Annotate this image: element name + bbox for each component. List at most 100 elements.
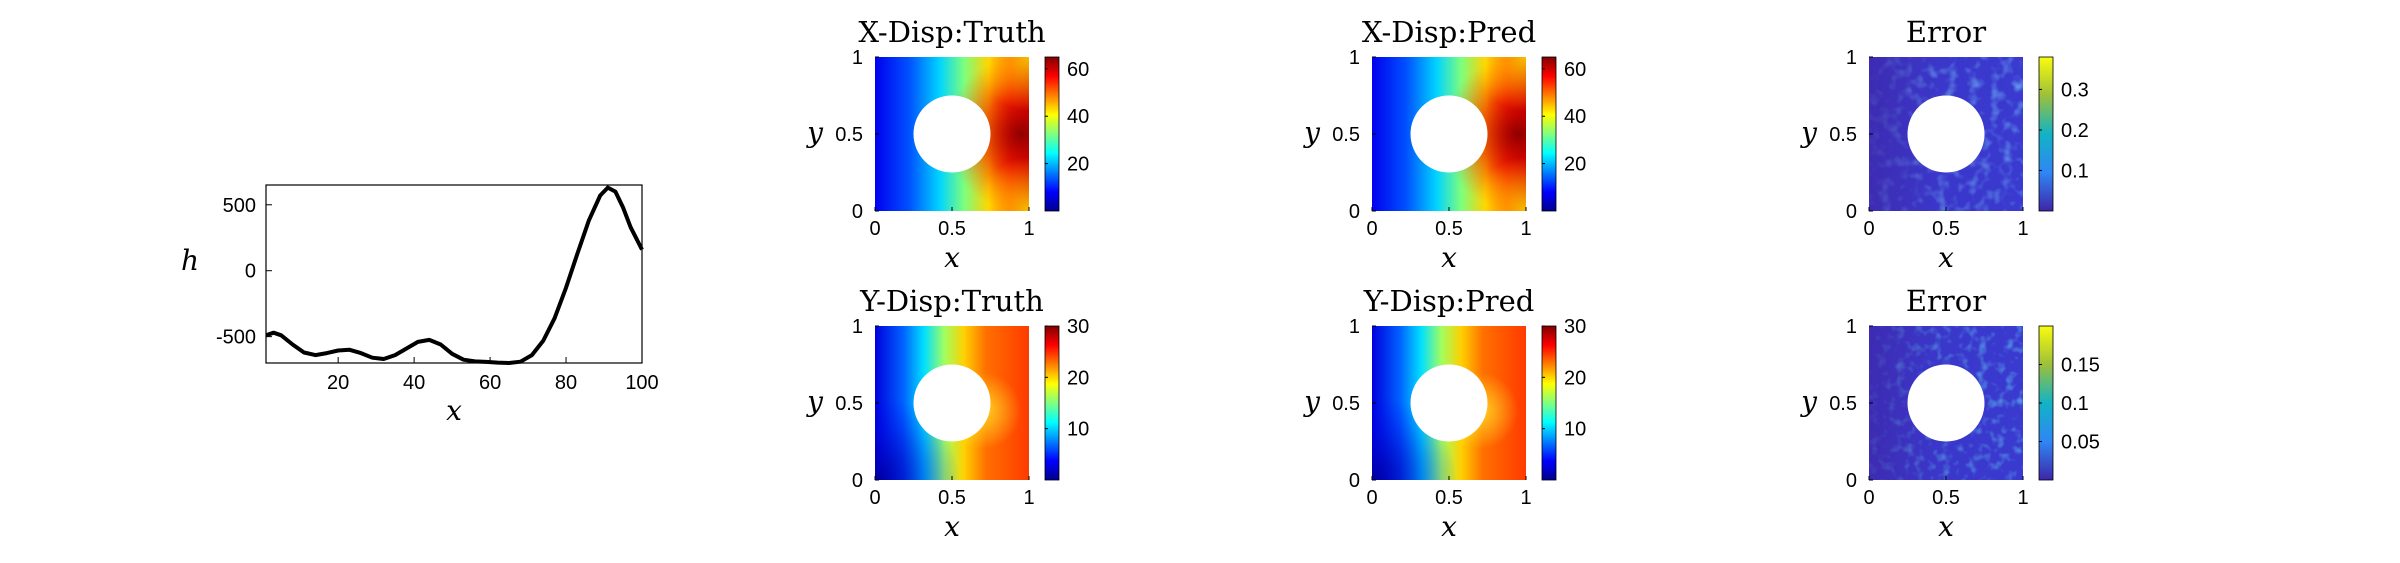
y-axis-label: y bbox=[1799, 385, 1818, 418]
x-tick-label: 0.5 bbox=[1932, 487, 1960, 509]
y-tick-label: -500 bbox=[216, 327, 256, 349]
x-tick-label: 1 bbox=[1023, 218, 1034, 240]
hole bbox=[913, 364, 991, 442]
colorbar-tick-label: 40 bbox=[1067, 106, 1089, 128]
y-tick-label: 0 bbox=[245, 261, 256, 283]
colorbar-tick-label: 20 bbox=[1564, 154, 1586, 176]
x-axis-label: x bbox=[1938, 241, 1954, 274]
hole bbox=[1907, 364, 1985, 442]
x-axis-label: x bbox=[1441, 241, 1457, 274]
hole bbox=[1410, 95, 1488, 173]
y-tick-label: 1 bbox=[1846, 47, 1857, 69]
hole bbox=[1907, 95, 1985, 173]
y-axis-label: y bbox=[1302, 385, 1321, 418]
y-tick-label: 0.5 bbox=[1332, 124, 1360, 146]
x-tick-label: 100 bbox=[625, 372, 658, 394]
heatmap-x-error: Error 0 0.5 1 0 0.5 1 x y 0.1 0.2 0.3 bbox=[1799, 15, 2089, 274]
panel-title: X-Disp:Pred bbox=[1362, 15, 1536, 49]
x-tick-label: 1 bbox=[1023, 487, 1034, 509]
colorbar-tick-label: 10 bbox=[1564, 419, 1586, 441]
y-tick-label: 1 bbox=[1349, 316, 1360, 338]
x-tick-label: 0.5 bbox=[1435, 218, 1463, 240]
y-tick-label: 0 bbox=[852, 470, 863, 492]
y-tick-label: 0 bbox=[1349, 201, 1360, 223]
panel-title: Error bbox=[1906, 284, 1986, 318]
y-tick-label: 1 bbox=[852, 47, 863, 69]
colorbar-tick-label: 20 bbox=[1564, 367, 1586, 389]
colorbar bbox=[1541, 325, 1557, 481]
y-axis-label: y bbox=[1302, 116, 1321, 149]
panel-title: Error bbox=[1906, 15, 1986, 49]
x-tick-label: 0.5 bbox=[1435, 487, 1463, 509]
hole bbox=[913, 95, 991, 173]
colorbar-tick-label: 20 bbox=[1067, 367, 1089, 389]
x-tick-label: 1 bbox=[1520, 218, 1531, 240]
heatmap-y-error: Error 0 0.5 1 0 0.5 1 x y 0.05 0.1 0.15 bbox=[1799, 284, 2100, 543]
y-tick-label: 0.5 bbox=[835, 124, 863, 146]
x-tick-label: 0 bbox=[1863, 487, 1874, 509]
y-axis-label: y bbox=[1799, 116, 1818, 149]
colorbar-tick-label: 0.1 bbox=[2061, 160, 2089, 182]
y-tick-label: 0.5 bbox=[1829, 393, 1857, 415]
panel-title: Y-Disp:Pred bbox=[1363, 284, 1535, 318]
colorbar-tick-label: 0.1 bbox=[2061, 393, 2089, 415]
x-tick-label: 0 bbox=[869, 487, 880, 509]
h-profile-chart: 20 40 60 80 100 500 0 -500 x h bbox=[181, 184, 659, 427]
colorbar-tick-label: 60 bbox=[1067, 59, 1089, 81]
x-tick-label: 0.5 bbox=[938, 487, 966, 509]
heatmap-x-disp-truth: X-Disp:Truth 0 0.5 1 0 0.5 1 x y 20 40 60 bbox=[805, 15, 1089, 274]
y-tick-label: 500 bbox=[223, 195, 256, 217]
x-tick-label: 80 bbox=[555, 372, 577, 394]
colorbar-tick-label: 0.3 bbox=[2061, 79, 2089, 101]
x-axis-label: x bbox=[1938, 510, 1954, 543]
x-tick-label: 0.5 bbox=[938, 218, 966, 240]
colorbar bbox=[1044, 56, 1060, 212]
x-tick-label: 0.5 bbox=[1932, 218, 1960, 240]
y-tick-label: 1 bbox=[852, 316, 863, 338]
y-axis-label: y bbox=[805, 116, 824, 149]
colorbar-tick-label: 0.15 bbox=[2061, 355, 2100, 377]
x-tick-label: 0 bbox=[1863, 218, 1874, 240]
h-series-line bbox=[265, 185, 644, 365]
colorbar-tick-label: 20 bbox=[1067, 154, 1089, 176]
line-chart-xlabel: x bbox=[446, 394, 462, 427]
heatmap-x-disp-pred: X-Disp:Pred 0 0.5 1 0 0.5 1 x y 20 40 60 bbox=[1302, 15, 1586, 274]
colorbar bbox=[1541, 56, 1557, 212]
colorbar bbox=[2038, 56, 2054, 212]
y-tick-label: 1 bbox=[1846, 316, 1857, 338]
x-tick-label: 1 bbox=[2017, 218, 2028, 240]
y-tick-label: 0 bbox=[852, 201, 863, 223]
y-tick-label: 0 bbox=[1846, 470, 1857, 492]
x-tick-label: 0 bbox=[1366, 218, 1377, 240]
colorbar bbox=[1044, 325, 1060, 481]
x-tick-label: 0 bbox=[869, 218, 880, 240]
line-chart-ylabel: h bbox=[181, 244, 199, 277]
y-tick-label: 0 bbox=[1846, 201, 1857, 223]
line-plot-frame bbox=[265, 184, 643, 364]
y-tick-label: 0.5 bbox=[1332, 393, 1360, 415]
x-tick-label: 20 bbox=[327, 372, 349, 394]
colorbar-tick-label: 40 bbox=[1564, 106, 1586, 128]
y-tick-label: 1 bbox=[1349, 47, 1360, 69]
x-axis-label: x bbox=[944, 241, 960, 274]
colorbar-tick-label: 30 bbox=[1067, 316, 1089, 338]
x-axis-label: x bbox=[1441, 510, 1457, 543]
panel-title: X-Disp:Truth bbox=[858, 15, 1045, 49]
y-tick-label: 0.5 bbox=[1829, 124, 1857, 146]
y-axis-label: y bbox=[805, 385, 824, 418]
y-tick-label: 0.5 bbox=[835, 393, 863, 415]
y-tick-label: 0 bbox=[1349, 470, 1360, 492]
colorbar-tick-label: 0.2 bbox=[2061, 120, 2089, 142]
x-tick-label: 60 bbox=[479, 372, 501, 394]
colorbar-tick-label: 0.05 bbox=[2061, 432, 2100, 454]
x-axis-label: x bbox=[944, 510, 960, 543]
panel-title: Y-Disp:Truth bbox=[859, 284, 1044, 318]
x-tick-label: 1 bbox=[1520, 487, 1531, 509]
x-tick-label: 1 bbox=[2017, 487, 2028, 509]
colorbar-tick-label: 30 bbox=[1564, 316, 1586, 338]
hole bbox=[1410, 364, 1488, 442]
colorbar-tick-label: 10 bbox=[1067, 419, 1089, 441]
